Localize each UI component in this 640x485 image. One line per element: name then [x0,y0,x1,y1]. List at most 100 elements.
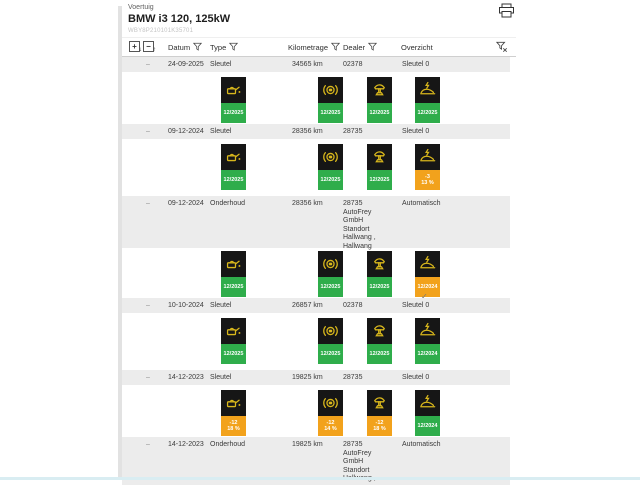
tile-value2: 14 % [324,426,337,432]
tile-value: 12/2025 [369,109,390,116]
cell-type: Sleutel [210,302,232,309]
oil-service-icon [221,318,246,344]
tile-value2: 18 % [373,426,386,432]
arrow-up-icon: ↑ [153,47,156,53]
vehicle-inspection-icon [367,144,392,170]
filter-funnel-icon[interactable] [229,42,239,52]
dealer-line: AutoFrey [343,449,372,457]
cbs-tile-ecar[interactable]: 12/2024 [415,318,440,364]
dealer-line: AutoFrey [343,208,372,216]
column-header-overzicht: Overzicht [401,38,433,56]
table-row[interactable]: – 24-09-2025 Sleutel 34565 km 02378 Sleu… [122,57,510,72]
column-label-overzicht: Overzicht [401,42,433,52]
cbs-tile-ecar[interactable]: -3 13 % [415,144,440,190]
tile-value: -12 [375,419,384,426]
cbs-tile-inspection[interactable]: 12/2025 [367,318,392,364]
table-row[interactable]: – 10-10-2024 Sleutel 26857 km 02378 Sleu… [122,298,510,313]
vehicle-title: BMW i3 120, 125kW [128,13,231,25]
cbs-tile-oil[interactable]: 12/2025 [221,144,246,190]
dealer-line: GmbH [343,217,364,224]
vehicle-inspection-icon [367,77,392,103]
panel-edge-divider [118,6,122,477]
tile-value: 12/2025 [417,109,438,116]
cell-kilometrage: 28356 km [292,128,323,135]
cell-kilometrage: 34565 km [292,61,323,68]
tile-value: 12/2025 [320,283,341,290]
row-collapse-toggle[interactable]: – [146,128,150,135]
cell-type: Sleutel [210,374,232,381]
collapse-all-button[interactable]: − ↑ [143,41,156,53]
column-header-datum: Datum [168,38,203,56]
vehicle-inspection-icon [367,318,392,344]
print-button[interactable] [498,3,515,24]
filter-funnel-icon[interactable] [331,42,341,52]
section-label: Voertuig [128,4,154,11]
vehicle-inspection-icon [367,251,392,277]
cell-dealer: 02378 [343,302,363,309]
cell-datum: 14-12-2023 [168,441,204,448]
cbs-tile-brake[interactable]: -12 14 % [318,390,343,436]
cbs-tile-brake[interactable]: 12/2025 [318,77,343,123]
cell-type: Onderhoud [210,200,246,207]
table-row[interactable]: – 09-12-2024 Onderhoud 28356 km 28735 Au… [122,196,510,251]
cell-overzicht: Automatisch [402,200,441,207]
cbs-tile-brake[interactable]: 12/2025 [318,318,343,364]
electric-vehicle-icon [415,251,440,277]
tile-value: 12/2025 [223,176,244,183]
row-collapse-toggle[interactable]: – [146,61,150,68]
row-collapse-toggle[interactable]: – [146,200,150,207]
cbs-tile-inspection[interactable]: -12 18 % [367,390,392,436]
tile-value: 12/2025 [223,350,244,357]
tile-value: 12/2024 [417,422,438,429]
cbs-tile-inspection[interactable]: 12/2025 [367,251,392,297]
oil-service-icon [221,77,246,103]
table-row[interactable]: – 14-12-2023 Sleutel 19825 km 28735 Sleu… [122,370,510,385]
cell-kilometrage: 19825 km [292,374,323,381]
column-header-kilometrage: Kilometrage [288,38,341,56]
clear-filters-button[interactable] [496,38,508,56]
tile-value: 12/2024 [417,283,438,290]
cbs-tile-row: 12/2025 12/2025 12/2025 12/2024 ✓ [122,248,510,301]
brake-service-icon [318,77,343,103]
cbs-tile-inspection[interactable]: 12/2025 [367,144,392,190]
dealer-line: Hallwang [343,242,372,250]
row-collapse-toggle[interactable]: – [146,441,150,448]
cbs-tile-oil[interactable]: 12/2025 [221,318,246,364]
cbs-tile-brake[interactable]: 12/2025 [318,144,343,190]
cbs-tile-ecar[interactable]: 12/2025 [415,77,440,123]
brake-service-icon [318,318,343,344]
dealer-line: Standort [343,225,370,233]
electric-vehicle-icon [415,390,440,416]
row-collapse-toggle[interactable]: – [146,302,150,309]
cbs-tile-ecar[interactable]: 12/2024 [415,251,440,297]
oil-service-icon [221,144,246,170]
cbs-tile-brake[interactable]: 12/2025 [318,251,343,297]
cbs-tile-inspection[interactable]: 12/2025 [367,77,392,123]
cbs-tile-ecar[interactable]: 12/2024 [415,390,440,436]
vehicle-inspection-icon [367,390,392,416]
vehicle-header: Voertuig BMW i3 120, 125kW WBY8P210101K3… [122,0,516,38]
expand-all-glyph: + [132,42,137,51]
expand-all-button[interactable]: + ↓ [129,41,142,53]
cell-type: Sleutel [210,61,232,68]
filter-clear-icon [496,41,508,53]
electric-vehicle-icon [415,318,440,344]
row-collapse-toggle[interactable]: – [146,374,150,381]
cell-datum: 09-12-2024 [168,200,204,207]
tile-value2: 18 % [227,426,240,432]
cbs-tile-oil[interactable]: 12/2025 [221,251,246,297]
cell-datum: 14-12-2023 [168,374,204,381]
cbs-tile-row: 12/2025 12/2025 12/2025 -3 13 % [122,141,510,196]
cbs-tile-row: -12 18 % -12 14 % -12 18 % 12/2024 [122,387,510,437]
cell-overzicht: Sleutel 0 [402,302,430,309]
cbs-tile-oil[interactable]: -12 18 % [221,390,246,436]
cell-dealer: 28735 AutoFrey GmbH Standort Hallwang , … [343,196,395,251]
dealer-line: Hallwang , [343,234,376,241]
filter-funnel-icon[interactable] [193,42,203,52]
cell-overzicht: Sleutel 0 [402,374,430,381]
table-row[interactable]: – 09-12-2024 Sleutel 28356 km 28735 Sleu… [122,124,510,139]
cbs-tile-oil[interactable]: 12/2025 [221,77,246,123]
completed-check-icon: ✓ [421,292,428,301]
collapse-all-glyph: − [146,42,151,51]
filter-funnel-icon[interactable] [368,42,378,52]
